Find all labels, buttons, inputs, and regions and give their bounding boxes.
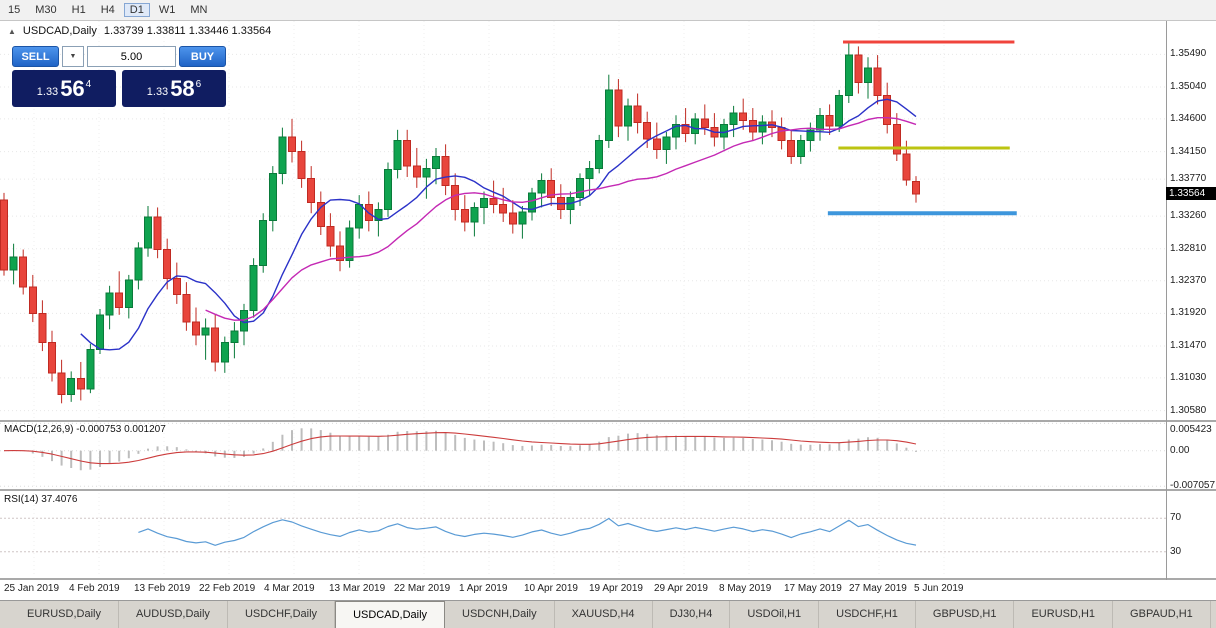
date-axis-label: 10 Apr 2019 [524,583,578,594]
price-axis-tick: 1.34600 [1170,112,1207,124]
chart-symbol-period: USDCAD,Daily [22,25,97,37]
price-axis-tick: 1.33770 [1170,173,1207,185]
price-axis-tick: 1.34150 [1170,145,1207,157]
price-axis-tick: 1.30580 [1170,404,1207,416]
date-axis-label: 22 Feb 2019 [199,583,256,594]
chevron-down-icon: ▼ [69,53,77,60]
date-axis-label: 22 Mar 2019 [394,583,451,594]
bid-pips: 56 [60,75,85,101]
chart-tab-usdchf-daily[interactable]: USDCHF,Daily [228,601,336,628]
rsi-indicator-label: RSI(14) 37.4076 [4,494,78,505]
chart-tab-usdcad-daily[interactable]: USDCAD,Daily [335,601,446,628]
buy-button[interactable]: BUY [179,46,226,67]
price-axis-tick: 1.31030 [1170,371,1207,383]
volume-input[interactable]: 5.00 [87,46,176,67]
volume-dropdown[interactable]: ▼ [62,46,84,67]
ask-pips: 58 [170,75,195,101]
macd-indicator-label: MACD(12,26,9) -0.000753 0.001207 [4,424,166,435]
timeframe-m30[interactable]: M30 [35,4,57,16]
one-click-panel-toggle-icon[interactable]: ▲ [8,26,16,36]
price-axis-tick: 1.32370 [1170,274,1207,286]
bid-big-figure: 1.33 [36,86,59,98]
ask-point: 6 [195,78,202,90]
chart-tab-eurusd-daily[interactable]: EURUSD,Daily [10,601,119,628]
timeframe-w1[interactable]: W1 [158,4,176,16]
chart-tab-usdchf-h1[interactable]: USDCHF,H1 [819,601,916,628]
chart-tab-usdcnh-daily[interactable]: USDCNH,Daily [445,601,555,628]
date-axis-splitter [0,578,1216,580]
rsi-panel-splitter[interactable] [0,489,1216,491]
date-axis-label: 4 Feb 2019 [69,583,120,594]
chart-tab-audusd-daily[interactable]: AUDUSD,Daily [119,601,228,628]
rsi-axis-tick: 70 [1170,512,1182,524]
timeframe-15[interactable]: 15 [8,4,21,16]
date-axis-label: 19 Apr 2019 [589,583,643,594]
date-axis-label: 25 Jan 2019 [4,583,60,594]
ask-price-box[interactable]: 1.33 58 6 [122,70,226,107]
price-axis-tick: 1.32810 [1170,242,1207,254]
timeframe-h1[interactable]: H1 [71,4,86,16]
date-axis-label: 29 Apr 2019 [654,583,708,594]
bid-point: 4 [85,78,92,90]
macd-axis-tick: 0.00 [1170,444,1190,456]
current-price-tag: 1.33564 [1166,187,1216,201]
price-axis-tick: 1.33260 [1170,210,1207,222]
chart-tab-xauusd-h4[interactable]: XAUUSD,H4 [555,601,653,628]
timeframe-buttons: 15 M30 H1 H4 D1 W1 MN [2,3,216,17]
one-click-trading-panel: SELL ▼ 5.00 BUY 1.33 56 4 1.33 58 6 [12,46,226,107]
macd-axis-tick: -0.007057 [1170,480,1216,492]
timeframe-mn[interactable]: MN [190,4,208,16]
date-axis-label: 27 May 2019 [849,583,907,594]
chart-tab-dj30-h4[interactable]: DJ30,H4 [653,601,731,628]
price-axis-tick: 1.35490 [1170,48,1207,60]
date-axis-label: 13 Feb 2019 [134,583,191,594]
price-axis-tick: 1.31470 [1170,340,1207,351]
chart-tab-usdoil-h1[interactable]: USDOil,H1 [730,601,820,628]
chart-header: ▲ USDCAD,Daily 1.33739 1.33811 1.33446 1… [8,25,271,37]
timeframe-d1[interactable]: D1 [123,3,150,17]
chart-tab-bar: EURUSD,Daily AUDUSD,Daily USDCHF,Daily USDC… [0,600,1216,628]
price-axis-tick: 1.35040 [1170,81,1207,93]
sell-button[interactable]: SELL [12,46,59,67]
date-axis-label: 1 Apr 2019 [459,583,508,594]
timeframe-toolbar: 15 M30 H1 H4 D1 W1 MN [0,0,1216,21]
timeframe-h4[interactable]: H4 [100,4,115,16]
macd-axis-tick: 0.005423 [1170,424,1212,435]
ask-big-figure: 1.33 [146,86,169,98]
chart-ohlc-values: 1.33739 1.33811 1.33446 1.33564 [103,25,272,37]
chart-tab-usdjp[interactable]: USDJP [1211,601,1216,628]
price-axis-tick: 1.31920 [1170,307,1207,319]
date-axis-label: 13 Mar 2019 [329,583,386,594]
price-axis-border [1166,21,1167,580]
macd-panel-splitter[interactable] [0,420,1216,422]
date-axis-label: 17 May 2019 [784,583,842,594]
rsi-axis-tick: 30 [1170,545,1182,557]
date-axis-label: 8 May 2019 [719,583,772,594]
date-axis-label: 5 Jun 2019 [914,583,964,594]
chart-tab-gbpusd-h1[interactable]: GBPUSD,H1 [916,601,1015,628]
chart-tab-eurusd-h1[interactable]: EURUSD,H1 [1014,601,1114,628]
bid-price-box[interactable]: 1.33 56 4 [12,70,116,107]
chart-tab-gbpaud-h1[interactable]: GBPAUD,H1 [1113,601,1211,628]
date-axis-label: 4 Mar 2019 [264,583,315,594]
